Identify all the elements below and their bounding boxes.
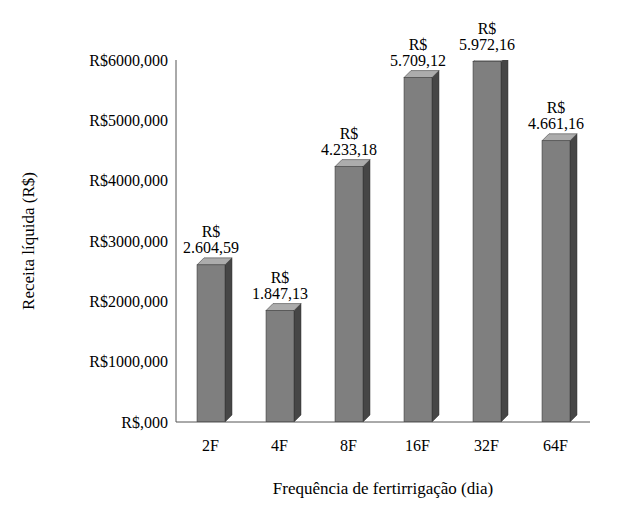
svg-text:R$5.709,12: R$5.709,12 [390, 36, 446, 69]
svg-text:R$2000,000: R$2000,000 [89, 293, 168, 310]
svg-text:16F: 16F [405, 437, 430, 454]
svg-text:8F: 8F [340, 437, 357, 454]
svg-text:R$6000,000: R$6000,000 [89, 52, 168, 69]
svg-text:2F: 2F [202, 437, 219, 454]
svg-text:R$3000,000: R$3000,000 [89, 233, 168, 250]
svg-text:R$4000,000: R$4000,000 [89, 172, 168, 189]
svg-text:R$2.604,59: R$2.604,59 [183, 223, 239, 256]
svg-text:R$1.847,13: R$1.847,13 [252, 269, 308, 302]
svg-text:32F: 32F [474, 437, 499, 454]
svg-text:Receita líquida (R$): Receita líquida (R$) [19, 172, 38, 310]
svg-text:R$5000,000: R$5000,000 [89, 112, 168, 129]
svg-text:4F: 4F [271, 437, 288, 454]
svg-text:R$5.972,16: R$5.972,16 [459, 20, 515, 53]
svg-text:Frequência de fertirrigação (d: Frequência de fertirrigação (dia) [273, 479, 493, 498]
svg-text:R$1000,000: R$1000,000 [89, 353, 168, 370]
svg-text:R$4.661,16: R$4.661,16 [528, 99, 584, 132]
svg-text:R$,000: R$,000 [121, 414, 168, 431]
svg-text:64F: 64F [543, 437, 568, 454]
svg-text:R$4.233,18: R$4.233,18 [321, 125, 377, 158]
